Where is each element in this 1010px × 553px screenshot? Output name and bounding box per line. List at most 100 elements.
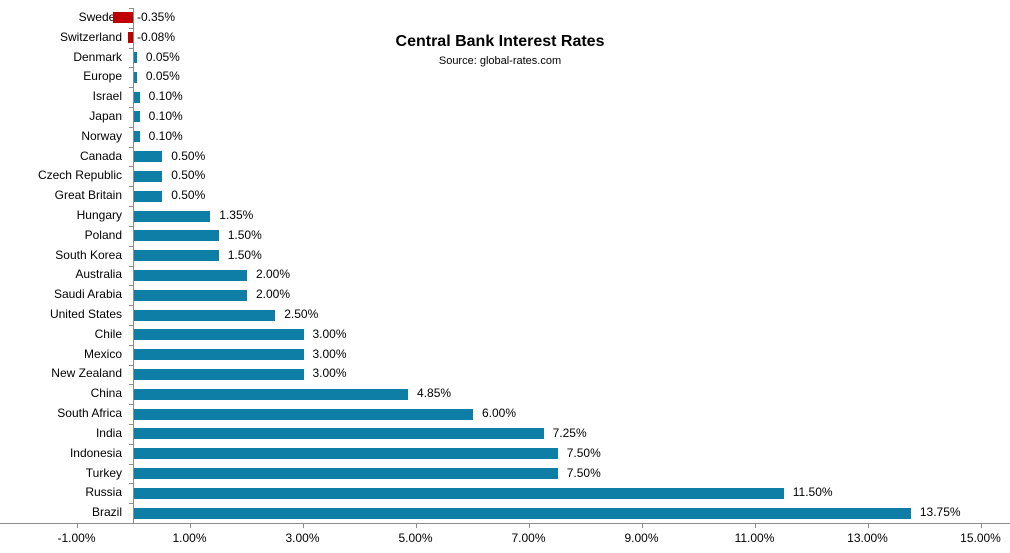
value-label: 0.10% <box>148 128 183 143</box>
value-label: 3.00% <box>312 326 347 341</box>
bar <box>134 388 409 400</box>
value-label: 6.00% <box>482 406 517 421</box>
y-axis-tick <box>129 225 134 227</box>
category-label: Japan <box>89 108 122 123</box>
category-label: China <box>90 386 122 401</box>
value-label: 0.50% <box>171 148 206 163</box>
x-tick-label: 15.00% <box>960 531 1001 545</box>
category-label: South Africa <box>57 406 122 421</box>
category-label: Denmark <box>73 49 122 64</box>
category-label: Norway <box>81 128 122 143</box>
category-label: New Zealand <box>51 366 122 381</box>
bar <box>134 190 163 202</box>
category-label: Indonesia <box>69 445 122 460</box>
bar <box>134 71 137 83</box>
y-axis-tick <box>129 245 134 247</box>
y-axis-line <box>133 8 134 523</box>
x-tick-label: 9.00% <box>624 531 659 545</box>
value-label: 7.50% <box>566 465 601 480</box>
value-label: 0.10% <box>148 89 183 104</box>
bar <box>134 131 140 143</box>
x-axis-tick <box>189 523 191 528</box>
x-axis-tick <box>867 523 869 528</box>
value-label: 7.50% <box>566 445 601 460</box>
bar <box>134 111 140 123</box>
x-tick-label: 1.00% <box>172 531 207 545</box>
chart-subtitle: Source: global-rates.com <box>438 55 562 67</box>
category-label: Great Britain <box>54 188 122 203</box>
chart-title: Central Bank Interest Rates <box>395 33 605 50</box>
bar <box>134 507 911 519</box>
bar <box>134 349 304 361</box>
bar <box>134 250 219 262</box>
category-label: Brazil <box>91 505 122 520</box>
y-axis-tick <box>129 146 134 148</box>
category-label: Russia <box>85 485 122 500</box>
y-axis-tick <box>129 324 134 326</box>
y-axis-tick <box>129 463 134 465</box>
category-label: United States <box>49 307 122 322</box>
bar <box>134 329 304 341</box>
value-label: 4.85% <box>417 386 452 401</box>
y-axis-tick <box>129 285 134 287</box>
y-axis-tick <box>129 503 134 505</box>
y-axis-tick <box>129 67 134 69</box>
value-label: 0.50% <box>171 168 206 183</box>
x-tick-label: 5.00% <box>398 531 433 545</box>
value-label: 0.05% <box>145 49 180 64</box>
bar <box>134 170 163 182</box>
x-tick-label: 7.00% <box>511 531 546 545</box>
bar <box>113 12 133 24</box>
value-label: 2.00% <box>256 287 291 302</box>
x-tick-label: 13.00% <box>847 531 888 545</box>
y-axis-tick <box>129 443 134 445</box>
bar <box>134 468 558 480</box>
y-axis-tick <box>129 344 134 346</box>
value-label: 2.50% <box>284 307 319 322</box>
x-axis-tick <box>980 523 982 528</box>
category-label: Sweden <box>78 9 122 24</box>
y-axis-tick <box>129 206 134 208</box>
value-label: 3.00% <box>312 366 347 381</box>
bar <box>134 210 211 222</box>
category-label: Canada <box>79 148 122 163</box>
value-label: 11.50% <box>792 485 833 500</box>
category-label: Hungary <box>76 208 122 222</box>
x-tick-label: 3.00% <box>285 531 320 545</box>
y-axis-tick <box>129 8 134 9</box>
category-label: Europe <box>83 69 122 84</box>
bar <box>134 230 219 242</box>
x-axis-tick <box>415 523 417 528</box>
value-label: 7.25% <box>552 425 587 440</box>
value-label: -0.08% <box>137 29 176 44</box>
y-axis-tick <box>129 27 134 29</box>
bar <box>128 32 133 44</box>
bar <box>134 52 137 64</box>
bar <box>134 269 247 281</box>
bar <box>134 487 784 499</box>
value-label: 0.10% <box>148 108 183 123</box>
y-axis-tick <box>129 384 134 386</box>
bar <box>134 151 163 163</box>
value-label: 1.50% <box>227 227 262 242</box>
bar <box>134 289 247 301</box>
y-axis-tick <box>129 483 134 485</box>
value-label: 1.50% <box>227 247 262 262</box>
bar <box>134 309 276 321</box>
category-label: South Korea <box>55 247 122 262</box>
value-label: 13.75% <box>919 505 961 520</box>
value-label: 1.35% <box>219 208 254 222</box>
x-axis-tick <box>76 523 78 528</box>
value-label: 3.00% <box>312 346 347 361</box>
category-label: Czech Republic <box>37 168 122 183</box>
bar <box>134 91 140 103</box>
y-axis-tick <box>129 265 134 267</box>
x-tick-label: 11.00% <box>734 531 775 545</box>
y-axis-tick <box>129 87 134 89</box>
bar <box>134 408 473 420</box>
category-label: Turkey <box>85 465 122 480</box>
y-axis-tick <box>129 166 134 168</box>
value-label: 0.05% <box>145 69 180 84</box>
value-label: 2.00% <box>256 267 291 282</box>
